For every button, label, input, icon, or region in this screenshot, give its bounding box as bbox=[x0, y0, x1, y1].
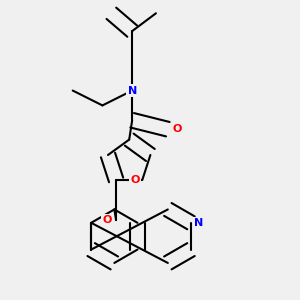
Text: N: N bbox=[194, 218, 203, 228]
Text: N: N bbox=[128, 85, 137, 96]
Text: N: N bbox=[128, 85, 137, 96]
Text: O: O bbox=[172, 124, 182, 134]
Text: O: O bbox=[172, 124, 182, 134]
Text: O: O bbox=[103, 215, 112, 225]
Text: N: N bbox=[194, 218, 203, 228]
Text: O: O bbox=[130, 175, 140, 185]
Text: O: O bbox=[103, 215, 112, 225]
Text: O: O bbox=[130, 175, 140, 185]
